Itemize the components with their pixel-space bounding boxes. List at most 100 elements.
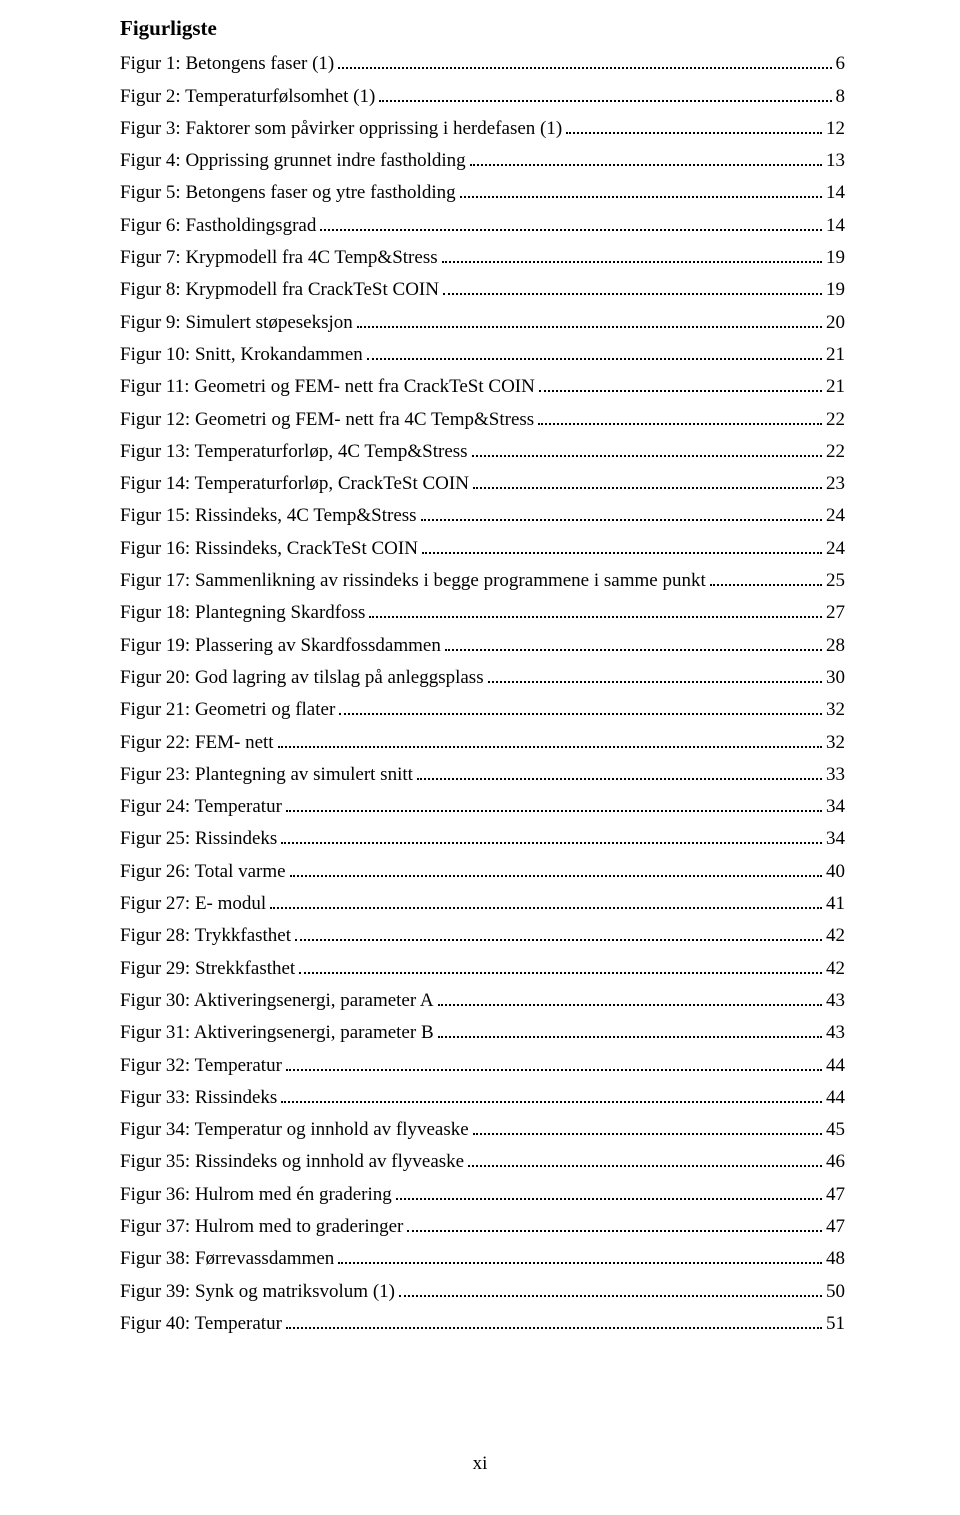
toc-entry-page: 22 bbox=[826, 436, 845, 468]
toc-entry: Figur 17: Sammenlikning av rissindeks i … bbox=[120, 565, 845, 597]
toc-entry: Figur 7: Krypmodell fra 4C Temp&Stress 19 bbox=[120, 242, 845, 274]
toc-entry-label: Figur 31: Aktiveringsenergi, parameter B bbox=[120, 1017, 434, 1049]
toc-entry-page: 24 bbox=[826, 533, 845, 565]
toc-entry-page: 19 bbox=[826, 242, 845, 274]
toc-entry: Figur 19: Plassering av Skardfossdammen 2… bbox=[120, 630, 845, 662]
toc-leader-dots bbox=[396, 1183, 822, 1200]
toc-leader-dots bbox=[422, 537, 822, 554]
toc-entry-page: 41 bbox=[826, 888, 845, 920]
toc-entry: Figur 34: Temperatur og innhold av flyve… bbox=[120, 1114, 845, 1146]
toc-entry-label: Figur 27: E- modul bbox=[120, 888, 266, 920]
toc-entry-label: Figur 19: Plassering av Skardfossdammen bbox=[120, 630, 441, 662]
toc-entry: Figur 38: Førrevassdammen 48 bbox=[120, 1243, 845, 1275]
toc-entry: Figur 33: Rissindeks44 bbox=[120, 1082, 845, 1114]
toc-entry-label: Figur 16: Rissindeks, CrackTeSt COIN bbox=[120, 533, 418, 565]
toc-entry: Figur 40: Temperatur51 bbox=[120, 1308, 845, 1340]
toc-leader-dots bbox=[270, 892, 822, 909]
toc-entry-page: 48 bbox=[826, 1243, 845, 1275]
toc-leader-dots bbox=[338, 52, 831, 69]
toc-leader-dots bbox=[539, 375, 822, 392]
toc-entry-label: Figur 2: Temperaturfølsomhet (1) bbox=[120, 81, 375, 113]
toc-entry-page: 21 bbox=[826, 371, 845, 403]
toc-entry: Figur 18: Plantegning Skardfoss27 bbox=[120, 597, 845, 629]
toc-leader-dots bbox=[460, 181, 822, 198]
toc-entry-page: 32 bbox=[826, 727, 845, 759]
toc-leader-dots bbox=[438, 989, 822, 1006]
toc-entry-label: Figur 24: Temperatur bbox=[120, 791, 282, 823]
toc-entry-page: 34 bbox=[826, 823, 845, 855]
toc-entry-label: Figur 20: God lagring av tilslag på anle… bbox=[120, 662, 484, 694]
toc-entry: Figur 10: Snitt, Krokandammen 21 bbox=[120, 339, 845, 371]
toc-entry-label: Figur 11: Geometri og FEM- nett fra Crac… bbox=[120, 371, 535, 403]
toc-entry-label: Figur 3: Faktorer som påvirker opprissin… bbox=[120, 113, 562, 145]
toc-leader-dots bbox=[281, 827, 822, 844]
toc-entry-label: Figur 34: Temperatur og innhold av flyve… bbox=[120, 1114, 469, 1146]
toc-entry-label: Figur 7: Krypmodell fra 4C Temp&Stress bbox=[120, 242, 438, 274]
toc-leader-dots bbox=[295, 924, 822, 941]
toc-entry: Figur 24: Temperatur 34 bbox=[120, 791, 845, 823]
toc-entry-page: 47 bbox=[826, 1211, 845, 1243]
toc-entry-page: 22 bbox=[826, 404, 845, 436]
toc-leader-dots bbox=[320, 214, 822, 231]
toc-leader-dots bbox=[339, 698, 822, 715]
toc-entry: Figur 20: God lagring av tilslag på anle… bbox=[120, 662, 845, 694]
toc-leader-dots bbox=[473, 1118, 822, 1135]
toc-entry-page: 46 bbox=[826, 1146, 845, 1178]
toc-entry: Figur 14: Temperaturforløp, CrackTeSt CO… bbox=[120, 468, 845, 500]
toc-entry-page: 8 bbox=[836, 81, 846, 113]
page-number-footer: xi bbox=[0, 1453, 960, 1475]
toc-leader-dots bbox=[281, 1086, 822, 1103]
toc-entry-label: Figur 37: Hulrom med to graderinger bbox=[120, 1211, 403, 1243]
toc-entry-label: Figur 29: Strekkfasthet bbox=[120, 953, 295, 985]
toc-entry: Figur 16: Rissindeks, CrackTeSt COIN 24 bbox=[120, 533, 845, 565]
toc-entry: Figur 28: Trykkfasthet42 bbox=[120, 920, 845, 952]
toc-entry-page: 12 bbox=[826, 113, 845, 145]
toc-entry-label: Figur 21: Geometri og flater bbox=[120, 694, 335, 726]
toc-entry-label: Figur 23: Plantegning av simulert snitt bbox=[120, 759, 413, 791]
toc-entry: Figur 2: Temperaturfølsomhet (1) 8 bbox=[120, 81, 845, 113]
toc-entry: Figur 36: Hulrom med én gradering47 bbox=[120, 1179, 845, 1211]
toc-leader-dots bbox=[286, 1053, 822, 1070]
toc-entry: Figur 1: Betongens faser (1)6 bbox=[120, 48, 845, 80]
toc-leader-dots bbox=[421, 504, 822, 521]
toc-leader-dots bbox=[357, 310, 822, 327]
toc-leader-dots bbox=[290, 860, 822, 877]
toc-entry-page: 13 bbox=[826, 145, 845, 177]
toc-leader-dots bbox=[286, 1312, 822, 1329]
toc-entry-page: 34 bbox=[826, 791, 845, 823]
toc-leader-dots bbox=[338, 1247, 822, 1264]
toc-entry-page: 14 bbox=[826, 210, 845, 242]
figure-list: Figur 1: Betongens faser (1)6Figur 2: Te… bbox=[120, 48, 845, 1340]
toc-entry: Figur 21: Geometri og flater 32 bbox=[120, 694, 845, 726]
toc-entry-label: Figur 33: Rissindeks bbox=[120, 1082, 277, 1114]
toc-entry: Figur 25: Rissindeks34 bbox=[120, 823, 845, 855]
toc-entry: Figur 3: Faktorer som påvirker opprissin… bbox=[120, 113, 845, 145]
toc-leader-dots bbox=[470, 149, 822, 166]
toc-entry-page: 47 bbox=[826, 1179, 845, 1211]
toc-entry: Figur 4: Opprissing grunnet indre fastho… bbox=[120, 145, 845, 177]
toc-leader-dots bbox=[442, 246, 822, 263]
toc-entry-label: Figur 14: Temperaturforløp, CrackTeSt CO… bbox=[120, 468, 469, 500]
toc-leader-dots bbox=[367, 343, 822, 360]
toc-entry: Figur 11: Geometri og FEM- nett fra Crac… bbox=[120, 371, 845, 403]
toc-leader-dots bbox=[438, 1021, 822, 1038]
toc-entry: Figur 13: Temperaturforløp, 4C Temp&Stre… bbox=[120, 436, 845, 468]
toc-entry: Figur 12: Geometri og FEM- nett fra 4C T… bbox=[120, 404, 845, 436]
toc-entry-page: 21 bbox=[826, 339, 845, 371]
toc-leader-dots bbox=[399, 1279, 822, 1296]
toc-entry-label: Figur 5: Betongens faser og ytre fasthol… bbox=[120, 177, 456, 209]
toc-entry-label: Figur 35: Rissindeks og innhold av flyve… bbox=[120, 1146, 464, 1178]
toc-entry: Figur 27: E- modul 41 bbox=[120, 888, 845, 920]
toc-entry-page: 43 bbox=[826, 985, 845, 1017]
toc-leader-dots bbox=[468, 1150, 822, 1167]
toc-leader-dots bbox=[443, 278, 822, 295]
toc-leader-dots bbox=[286, 795, 822, 812]
toc-leader-dots bbox=[445, 633, 822, 650]
toc-entry-page: 28 bbox=[826, 630, 845, 662]
toc-entry-label: Figur 40: Temperatur bbox=[120, 1308, 282, 1340]
toc-entry-page: 32 bbox=[826, 694, 845, 726]
toc-entry: Figur 23: Plantegning av simulert snitt3… bbox=[120, 759, 845, 791]
toc-entry-label: Figur 10: Snitt, Krokandammen bbox=[120, 339, 363, 371]
toc-entry-label: Figur 38: Førrevassdammen bbox=[120, 1243, 334, 1275]
toc-entry: Figur 26: Total varme40 bbox=[120, 856, 845, 888]
